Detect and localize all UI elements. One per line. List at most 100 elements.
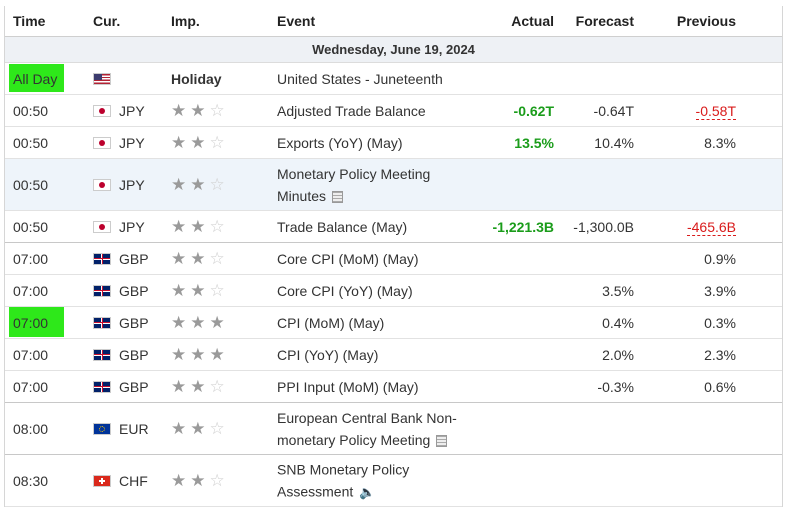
star-empty-icon: ☆ (209, 132, 225, 152)
row-time: 07:00 (13, 346, 49, 363)
row-event-wrap[interactable]: Monetary Policy Meeting Minutes (277, 163, 457, 207)
row-event[interactable]: Core CPI (MoM) (May) (277, 250, 419, 267)
row-currency: GBP (119, 250, 149, 267)
importance-stars: ★ ★ ☆ (171, 216, 229, 236)
importance-stars: ★ ★ ★ (171, 344, 229, 364)
row-event[interactable]: Adjusted Trade Balance (277, 102, 426, 119)
row-event-wrap[interactable]: SNB Monetary Policy Assessment 🔈 (277, 458, 457, 503)
row-time: 00:50 (13, 134, 49, 151)
row-time: 00:50 (13, 218, 49, 235)
row-event[interactable]: Core CPI (YoY) (May) (277, 282, 413, 299)
star-icon: ★ (190, 376, 206, 396)
row-forecast: -0.3% (597, 378, 634, 395)
star-icon: ★ (190, 216, 206, 236)
row-previous: 0.3% (704, 314, 736, 331)
gb-flag-icon (93, 252, 111, 265)
date-band: Wednesday, June 19, 2024 (5, 37, 782, 63)
row-event[interactable]: SNB Monetary Policy Assessment (277, 460, 410, 499)
header-currency[interactable]: Cur. (93, 13, 121, 29)
row-event[interactable]: Trade Balance (May) (277, 218, 408, 235)
row-time: All Day (13, 70, 58, 87)
importance-stars: ★ ★ ☆ (171, 376, 229, 396)
header-forecast[interactable]: Forecast (575, 13, 634, 29)
star-icon: ★ (171, 344, 187, 364)
row-time: 08:30 (13, 472, 49, 489)
table-row[interactable]: All Day Holiday United States - Juneteen… (5, 63, 782, 95)
table-row[interactable]: 08:30 CHF ★ ★ ☆ SNB Monetary Policy Assess… (5, 455, 782, 507)
star-icon: ★ (190, 100, 206, 120)
importance-stars: ★ ★ ☆ (171, 280, 229, 300)
star-icon: ★ (190, 132, 206, 152)
star-empty-icon: ☆ (209, 280, 225, 300)
star-icon: ★ (171, 312, 187, 332)
table-row[interactable]: 00:50 JPY ★ ★ ☆ Adjusted Trade Balance -0.… (5, 95, 782, 127)
star-icon: ★ (190, 248, 206, 268)
row-forecast: 0.4% (602, 314, 634, 331)
row-event[interactable]: PPI Input (MoM) (May) (277, 378, 419, 395)
table-row[interactable]: 07:00 GBP ★ ★ ★ CPI (MoM) (May) 0.4% 0.3% (5, 307, 782, 339)
row-previous: 0.6% (704, 378, 736, 395)
row-currency: GBP (119, 314, 149, 331)
star-icon: ★ (171, 100, 187, 120)
table-row[interactable]: 00:50 JPY ★ ★ ☆ Exports (YoY) (May) 13.5% … (5, 127, 782, 159)
row-event[interactable]: CPI (MoM) (May) (277, 314, 385, 331)
star-icon: ★ (190, 174, 206, 194)
eu-flag-icon (93, 422, 111, 435)
star-icon: ★ (171, 418, 187, 438)
star-empty-icon: ☆ (209, 470, 225, 490)
table-row[interactable]: 07:00 GBP ★ ★ ★ CPI (YoY) (May) 2.0% 2.3% (5, 339, 782, 371)
table-row[interactable]: 07:00 GBP ★ ★ ☆ PPI Input (MoM) (May) -0.3… (5, 371, 782, 403)
row-currency: JPY (119, 218, 145, 235)
document-icon[interactable] (332, 190, 344, 203)
row-time: 07:00 (13, 314, 49, 331)
jp-flag-icon (93, 220, 111, 233)
star-icon: ★ (171, 248, 187, 268)
highlight-mark (9, 307, 64, 337)
calendar-table: Time Cur. Imp. Event Actual Forecast Pre… (4, 6, 783, 507)
header-event[interactable]: Event (277, 13, 316, 29)
star-icon: ★ (190, 280, 206, 300)
jp-flag-icon (93, 178, 111, 191)
importance-stars: ★ ★ ☆ (171, 100, 229, 120)
row-event[interactable]: European Central Bank Non-monetary Polic… (277, 409, 457, 448)
row-currency: GBP (119, 378, 149, 395)
row-actual: -1,221.3B (492, 218, 554, 235)
table-row[interactable]: 08:00 EUR ★ ★ ☆ European Central Bank Non-… (5, 403, 782, 455)
table-row[interactable]: 00:50 JPY ★ ★ ☆ Trade Balance (May) -1,221… (5, 211, 782, 243)
table-row[interactable]: 07:00 GBP ★ ★ ☆ Core CPI (MoM) (May) 0.9% (5, 243, 782, 275)
table-row[interactable]: 07:00 GBP ★ ★ ☆ Core CPI (YoY) (May) 3.5% … (5, 275, 782, 307)
star-icon: ★ (190, 418, 206, 438)
row-previous[interactable]: -0.58T (695, 102, 736, 120)
header-time[interactable]: Time (13, 13, 46, 29)
gb-flag-icon (93, 380, 111, 393)
star-empty-icon: ☆ (209, 376, 225, 396)
row-time: 08:00 (13, 420, 49, 437)
row-event[interactable]: United States - Juneteenth (277, 70, 443, 87)
speaker-icon[interactable]: 🔈 (359, 484, 376, 500)
header-importance[interactable]: Imp. (171, 13, 200, 29)
row-time: 00:50 (13, 102, 49, 119)
row-event[interactable]: Exports (YoY) (May) (277, 134, 403, 151)
table-row[interactable]: 00:50 JPY ★ ★ ☆ Monetary Policy Meeting Mi… (5, 159, 782, 211)
row-forecast: 3.5% (602, 282, 634, 299)
row-forecast: 2.0% (602, 346, 634, 363)
row-currency: JPY (119, 176, 145, 193)
table-header: Time Cur. Imp. Event Actual Forecast Pre… (5, 6, 782, 37)
document-icon[interactable] (436, 434, 448, 447)
star-icon: ★ (171, 216, 187, 236)
star-icon: ★ (171, 174, 187, 194)
gb-flag-icon (93, 348, 111, 361)
row-previous[interactable]: -465.6B (686, 218, 736, 236)
header-previous[interactable]: Previous (676, 13, 736, 29)
row-event-wrap[interactable]: European Central Bank Non-monetary Polic… (277, 407, 477, 451)
importance-stars: ★ ★ ☆ (171, 132, 229, 152)
star-icon: ★ (171, 280, 187, 300)
gb-flag-icon (93, 284, 111, 297)
row-currency: JPY (119, 102, 145, 119)
row-time: 00:50 (13, 176, 49, 193)
header-actual[interactable]: Actual (511, 13, 554, 29)
star-icon: ★ (171, 132, 187, 152)
row-event[interactable]: CPI (YoY) (May) (277, 346, 379, 363)
row-event[interactable]: Monetary Policy Meeting Minutes (277, 165, 431, 204)
